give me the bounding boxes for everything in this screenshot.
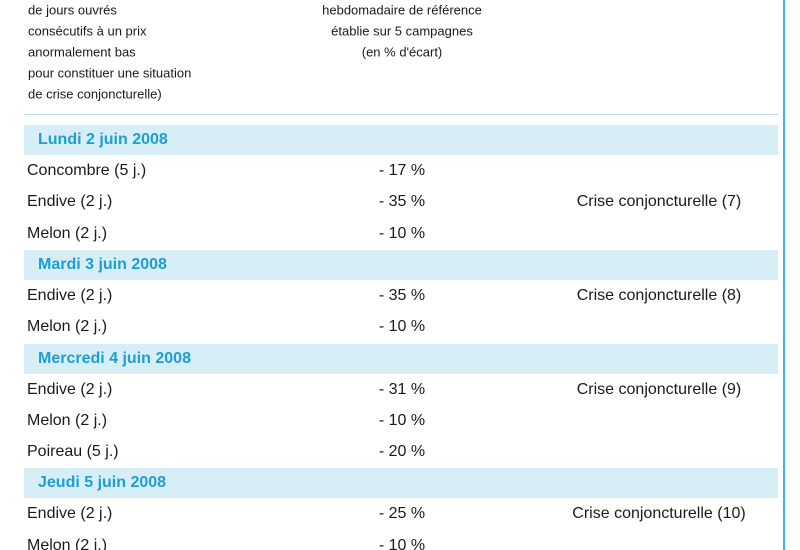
date-band bbox=[24, 125, 778, 155]
product: Melon (2 j.) bbox=[27, 318, 108, 336]
header-line: consécutifs à un prix bbox=[28, 23, 147, 39]
date-band bbox=[24, 249, 778, 280]
product: Concombre (5 j.) bbox=[27, 162, 147, 179]
value: - 10 % bbox=[378, 411, 426, 429]
date-band bbox=[24, 468, 778, 499]
value: - 35 % bbox=[378, 286, 426, 304]
product: Melon (2 j.) bbox=[27, 411, 108, 429]
header-line: de jours ouvrés bbox=[28, 2, 117, 18]
header-line: anormalement bas bbox=[28, 44, 136, 60]
status: Crise conjoncturelle (10) bbox=[572, 505, 746, 523]
header-line: établie sur 5 campagnes bbox=[331, 23, 473, 39]
value: - 10 % bbox=[378, 536, 426, 550]
value: - 17 % bbox=[378, 162, 426, 179]
value: - 35 % bbox=[378, 193, 426, 211]
section-date: Mardi 3 juin 2008 bbox=[38, 255, 167, 273]
header-line: hebdomadaire de référence bbox=[322, 2, 482, 18]
status: Crise conjoncturelle (9) bbox=[576, 380, 742, 398]
header-rule bbox=[24, 114, 778, 115]
product: Endive (2 j.) bbox=[27, 505, 113, 523]
frame-border bbox=[783, 0, 785, 550]
section-date: Mercredi 4 juin 2008 bbox=[38, 349, 191, 367]
product: Endive (2 j.) bbox=[27, 380, 113, 398]
value: - 20 % bbox=[378, 443, 426, 461]
header-line: de crise conjoncturelle) bbox=[28, 86, 162, 102]
product: Endive (2 j.) bbox=[27, 286, 113, 304]
value: - 10 % bbox=[378, 224, 426, 242]
header-line: (en % d'écart) bbox=[361, 44, 443, 60]
section-date: Lundi 2 juin 2008 bbox=[38, 131, 168, 148]
header-line: pour constituer une situation bbox=[28, 65, 192, 81]
status: Crise conjoncturelle (7) bbox=[576, 193, 742, 211]
product: Endive (2 j.) bbox=[27, 193, 113, 211]
section-date: Jeudi 5 juin 2008 bbox=[38, 474, 167, 492]
value: - 25 % bbox=[378, 505, 426, 523]
date-band bbox=[24, 343, 778, 374]
status: Crise conjoncturelle (8) bbox=[576, 286, 742, 304]
product: Melon (2 j.) bbox=[27, 224, 108, 242]
value: - 31 % bbox=[378, 380, 426, 398]
product: Melon (2 j.) bbox=[27, 536, 108, 550]
value: - 10 % bbox=[378, 318, 426, 336]
product: Poireau (5 j.) bbox=[27, 443, 119, 461]
